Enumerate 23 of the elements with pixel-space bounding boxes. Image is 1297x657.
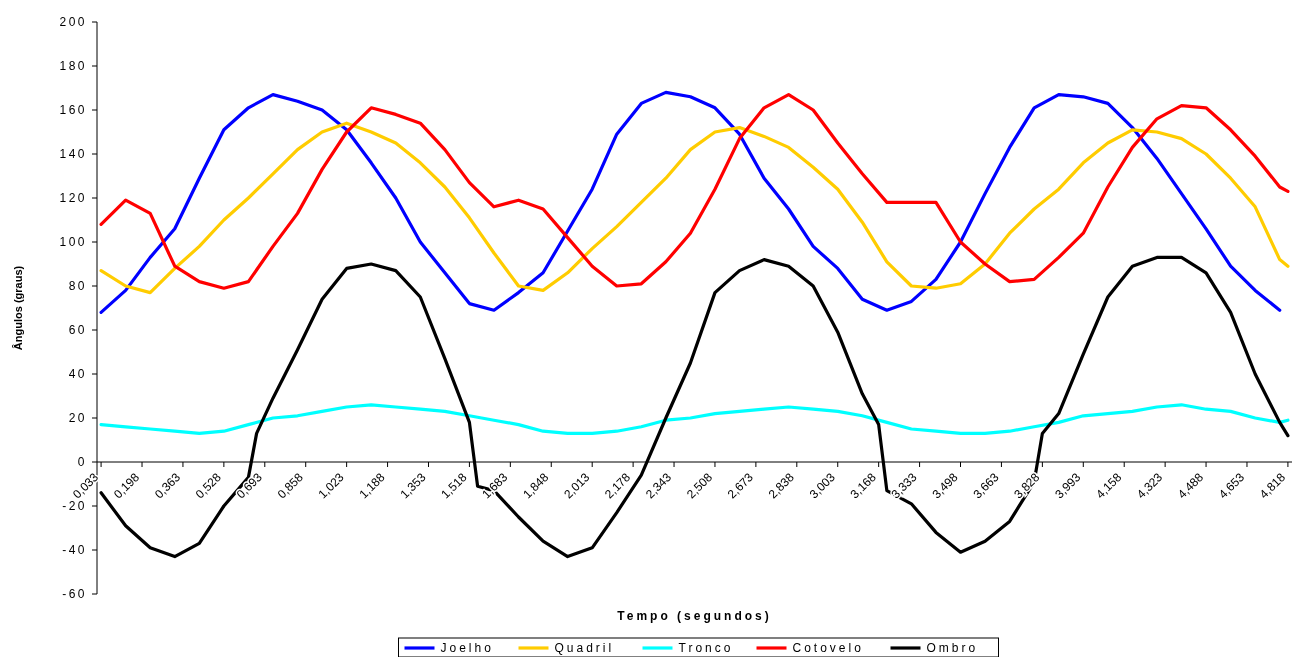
y-tick-label: 140 — [59, 147, 87, 162]
y-tick-label: 0 — [77, 455, 87, 470]
y-tick-label: 120 — [59, 191, 87, 206]
legend-label: Joelho — [440, 641, 494, 656]
line-series — [99, 403, 1290, 435]
y-tick-label: 20 — [68, 411, 87, 426]
legend-label: Cotovelo — [792, 641, 864, 656]
line-series — [99, 121, 1290, 295]
y-tick-label: 160 — [59, 103, 87, 118]
y-tick-label: -20 — [62, 499, 87, 514]
legend-label: Quadril — [554, 641, 615, 656]
y-tick-label: -40 — [62, 543, 87, 558]
y-tick-label: 100 — [59, 235, 87, 250]
y-tick-label: -60 — [62, 587, 87, 602]
y-tick-label: 60 — [68, 323, 87, 338]
legend-label: Ombro — [926, 641, 979, 656]
x-axis-title: Tempo (segundos) — [617, 609, 772, 623]
y-axis-title: Ângulos (graus) — [12, 265, 24, 351]
y-tick-label: 80 — [68, 279, 87, 294]
y-tick-label: 180 — [59, 59, 87, 74]
legend-label: Tronco — [678, 641, 734, 656]
y-tick-label: 40 — [68, 367, 87, 382]
y-tick-label: 200 — [59, 15, 87, 30]
